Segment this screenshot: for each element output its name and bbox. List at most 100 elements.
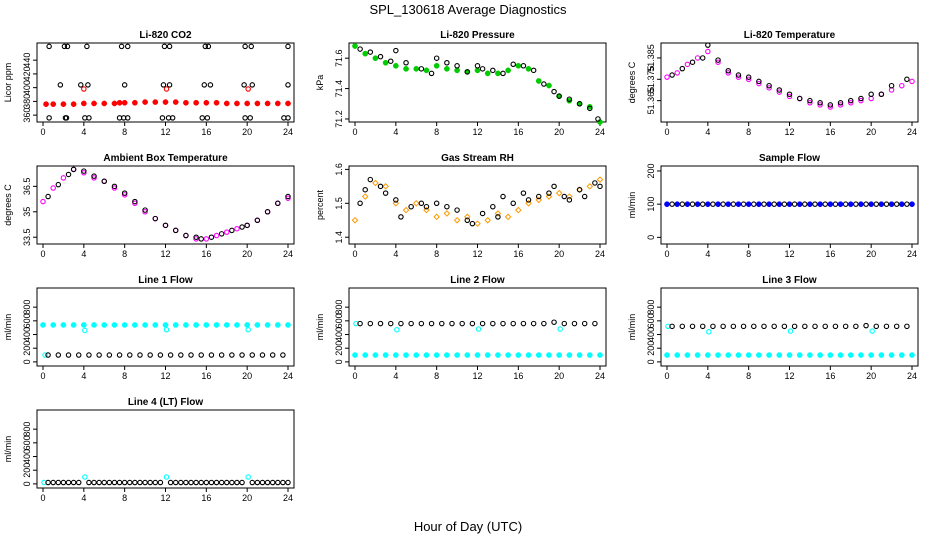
- data-point: [817, 100, 823, 106]
- y-tick-label: 420: [22, 66, 32, 81]
- data-point: [423, 352, 430, 358]
- data-point: [224, 479, 230, 486]
- data-point: [802, 201, 808, 207]
- data-point: [193, 234, 199, 240]
- data-point: [566, 97, 573, 104]
- data-point: [525, 197, 532, 203]
- data-point: [555, 189, 563, 197]
- data-point: [561, 320, 568, 327]
- data-point: [423, 203, 430, 210]
- y-axis-label: degrees C: [3, 184, 13, 226]
- data-point: [725, 70, 731, 76]
- x-tick-label: 4: [393, 371, 398, 381]
- data-point: [475, 326, 482, 332]
- x-tick-label: 8: [746, 127, 751, 137]
- data-point: [403, 65, 409, 72]
- panel-4: Ambient Box Temperature 0 4 8 12 16 20 24 33.5 35…: [3, 153, 295, 259]
- data-point: [274, 322, 281, 328]
- data-point: [121, 322, 128, 328]
- data-point: [807, 97, 813, 104]
- data-point: [162, 99, 169, 105]
- data-point: [218, 231, 225, 237]
- data-point: [847, 352, 854, 358]
- data-point: [285, 82, 291, 88]
- data-point: [55, 479, 62, 486]
- data-point: [377, 320, 384, 327]
- data-point: [715, 59, 721, 65]
- x-tick-label: 24: [595, 371, 605, 381]
- x-tick-label: 4: [705, 371, 710, 381]
- data-point: [699, 55, 706, 61]
- figure-title: SPL_130618 Average Diagnostics: [369, 2, 567, 17]
- data-point: [888, 201, 895, 208]
- data-point: [781, 201, 788, 207]
- panel-3: Li-820 Temperature 0 4 8 12 16 20 24 51.36551.37…: [627, 30, 919, 137]
- data-point: [679, 323, 686, 330]
- x-tick-label: 16: [513, 371, 523, 381]
- y-tick-label: 380: [22, 94, 32, 109]
- data-point: [495, 70, 501, 77]
- y-tick-label: 800: [334, 300, 344, 315]
- data-point: [248, 43, 255, 50]
- data-point: [249, 82, 256, 88]
- data-point: [162, 222, 169, 229]
- data-point: [157, 352, 164, 358]
- data-point: [587, 105, 593, 112]
- data-point: [245, 474, 251, 480]
- data-point: [118, 43, 125, 50]
- data-point: [142, 207, 148, 213]
- x-tick-label: 16: [825, 127, 835, 137]
- data-point: [837, 100, 844, 106]
- x-tick-label: 8: [746, 371, 751, 381]
- data-point: [229, 227, 235, 234]
- data-point: [745, 352, 752, 358]
- data-point: [837, 201, 844, 208]
- data-point: [444, 203, 450, 210]
- data-point: [893, 323, 900, 330]
- data-point: [50, 322, 57, 328]
- data-point: [868, 201, 875, 208]
- data-point: [751, 323, 757, 330]
- data-point: [705, 48, 711, 55]
- data-point: [704, 352, 711, 358]
- data-point: [45, 193, 51, 200]
- data-point: [392, 352, 399, 358]
- data-point: [454, 352, 460, 358]
- data-point: [525, 352, 532, 358]
- data-point: [101, 479, 108, 486]
- x-tick-label: 12: [160, 371, 170, 381]
- data-point: [694, 55, 701, 61]
- data-point: [689, 59, 696, 65]
- data-point: [802, 323, 808, 330]
- y-axis-label: ml/min: [3, 314, 13, 341]
- data-point: [65, 479, 72, 486]
- data-point: [183, 99, 189, 106]
- data-point: [720, 201, 726, 207]
- data-point: [520, 320, 527, 327]
- data-point: [495, 214, 501, 220]
- data-point: [208, 352, 215, 358]
- data-point: [863, 322, 869, 329]
- data-point: [70, 101, 77, 107]
- data-point: [372, 352, 379, 358]
- data-point: [684, 61, 691, 68]
- y-tick-label: 0: [334, 359, 344, 364]
- data-point: [361, 193, 369, 200]
- x-tick-label: 24: [283, 371, 293, 381]
- data-point: [116, 479, 123, 486]
- x-tick-label: 16: [825, 249, 835, 259]
- data-point: [40, 198, 46, 205]
- data-point: [161, 43, 168, 50]
- data-point: [247, 115, 253, 121]
- data-point: [178, 479, 184, 486]
- data-point: [80, 100, 87, 107]
- data-point: [827, 352, 834, 358]
- y-tick-label: 51.365: [646, 87, 656, 115]
- y-tick-label: 71.2: [334, 110, 344, 128]
- data-point: [669, 72, 675, 78]
- data-point: [505, 352, 511, 358]
- x-tick-label: 24: [907, 249, 917, 259]
- panel-title: Li-820 CO2: [139, 30, 192, 41]
- data-point: [269, 479, 276, 486]
